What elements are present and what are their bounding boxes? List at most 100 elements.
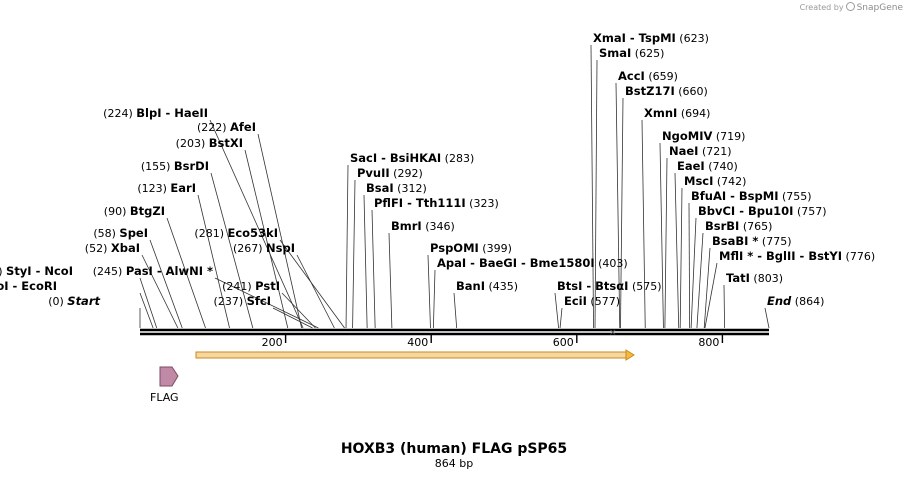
site-lead-line — [139, 292, 154, 329]
restriction-site-label[interactable]: (0) Start — [48, 294, 100, 308]
site-position: (575) — [628, 280, 661, 293]
site-enzyme-name: MscI — [684, 174, 713, 188]
site-lead-line — [281, 292, 316, 329]
flag-label: FLAG — [150, 391, 179, 404]
site-lead-line — [704, 262, 718, 329]
restriction-site-label[interactable]: (90) BtgZI — [104, 204, 165, 218]
site-lead-line — [659, 142, 664, 329]
feature-arrow[interactable] — [195, 349, 635, 361]
site-position: (694) — [677, 107, 710, 120]
restriction-site-label[interactable]: SacI - BsiHKAI (283) — [350, 151, 474, 165]
site-lead-line — [641, 119, 646, 329]
restriction-site-label[interactable]: AccI (659) — [618, 69, 678, 83]
site-enzyme-name: BanI — [456, 279, 485, 293]
site-lead-line — [363, 194, 368, 329]
restriction-site-label[interactable]: (245) PasI - AlwNI * — [93, 264, 213, 278]
restriction-site-label[interactable]: (18) ApoI - EcoRI — [0, 279, 57, 293]
site-lead-line — [664, 157, 668, 329]
restriction-site-label[interactable]: (52) XbaI — [85, 241, 140, 255]
site-enzyme-name: NspI — [266, 241, 295, 255]
restriction-site-label[interactable]: BmrI (346) — [391, 219, 455, 233]
site-enzyme-name: BstZ17I — [625, 84, 675, 98]
restriction-site-label[interactable]: (23) StyI - NcoI — [0, 264, 73, 278]
site-position: (283) — [441, 152, 474, 165]
feature-arrow-head — [625, 349, 635, 361]
site-lead-line — [149, 239, 183, 329]
restriction-site-label[interactable]: (241) PstI — [222, 279, 280, 293]
restriction-site-label[interactable]: BtsI - BtsαI (575) — [557, 279, 662, 293]
site-position: (222) — [197, 121, 230, 134]
restriction-site-label[interactable]: NaeI (721) — [669, 144, 732, 158]
restriction-site-label[interactable]: BsaI (312) — [366, 181, 427, 195]
site-enzyme-name: SmaI — [599, 46, 631, 60]
site-lead-line — [345, 164, 349, 329]
map-title: HOXB3 (human) FLAG pSP65 — [341, 441, 567, 457]
restriction-site-label[interactable]: (222) AfeI — [197, 120, 256, 134]
site-enzyme-name: AccI — [618, 69, 645, 83]
site-lead-line — [679, 187, 683, 329]
site-position: (245) — [93, 265, 126, 278]
restriction-site-label[interactable]: (281) Eco53kI — [194, 226, 278, 240]
flag-arrow-icon — [159, 366, 179, 387]
restriction-site-label[interactable]: XmaI - TspMI (623) — [593, 31, 709, 45]
site-lead-line — [296, 254, 335, 329]
restriction-site-label[interactable]: BstZ17I (660) — [625, 84, 708, 98]
restriction-site-label[interactable]: BsrBI (765) — [705, 219, 772, 233]
restriction-site-label[interactable]: XmnI (694) — [644, 106, 710, 120]
site-enzyme-name: End — [767, 294, 792, 308]
site-position: (292) — [390, 167, 423, 180]
restriction-site-label[interactable]: (203) BstXI — [176, 136, 243, 150]
site-position: (765) — [739, 220, 772, 233]
restriction-site-label[interactable]: BsaBI * (775) — [712, 234, 792, 248]
site-lead-line — [590, 44, 594, 329]
restriction-site-label[interactable]: (237) SfcI — [214, 294, 271, 308]
site-lead-line — [244, 149, 289, 329]
restriction-site-label[interactable]: PvuII (292) — [357, 166, 423, 180]
restriction-site-label[interactable]: BbvCI - Bpu10I (757) — [698, 204, 827, 218]
site-position: (52) — [85, 242, 111, 255]
restriction-site-label[interactable]: (224) BlpI - HaeII — [103, 106, 208, 120]
site-position: (403) — [595, 257, 628, 270]
restriction-site-label[interactable]: PspOMI (399) — [430, 241, 512, 255]
restriction-site-label[interactable]: TatI (803) — [726, 271, 783, 285]
restriction-site-label[interactable]: NgoMIV (719) — [662, 129, 745, 143]
site-position: (346) — [422, 220, 455, 233]
site-enzyme-name: SacI - BsiHKAI — [350, 151, 441, 165]
restriction-site-label[interactable]: SmaI (625) — [599, 46, 664, 60]
restriction-site-label[interactable]: EciI (577) — [564, 294, 620, 308]
restriction-site-label[interactable]: (58) SpeI — [93, 226, 148, 240]
site-lead-line — [279, 239, 345, 329]
restriction-site-label[interactable]: EaeI (740) — [677, 159, 738, 173]
site-enzyme-name: AfeI — [230, 120, 256, 134]
restriction-site-label[interactable]: MscI (742) — [684, 174, 746, 188]
site-enzyme-name: ApaI - BaeGI - Bme1580I — [437, 256, 595, 270]
site-enzyme-name: PasI - AlwNI * — [126, 264, 213, 278]
site-enzyme-name: PspOMI — [430, 241, 479, 255]
site-enzyme-name: BsaBI * — [712, 234, 758, 248]
site-lead-line — [723, 284, 725, 329]
site-enzyme-name: PstI — [255, 279, 280, 293]
restriction-site-label[interactable]: (155) BsrDI — [141, 159, 209, 173]
site-position: (155) — [141, 160, 174, 173]
snapgene-logo-icon — [845, 2, 855, 11]
site-lead-line — [688, 202, 691, 329]
flag-feature[interactable]: FLAG — [150, 366, 179, 404]
restriction-site-label[interactable]: BanI (435) — [456, 279, 518, 293]
site-lead-line — [432, 269, 436, 329]
site-position: (224) — [103, 107, 136, 120]
restriction-site-label[interactable]: MflI * - BglII - BstYI (776) — [719, 249, 875, 263]
site-enzyme-name: PvuII — [357, 166, 390, 180]
site-enzyme-name: EciI — [564, 294, 587, 308]
site-enzyme-name: BtsI - BtsαI — [557, 279, 628, 293]
restriction-site-label[interactable]: (123) EarI — [137, 181, 196, 195]
restriction-site-label[interactable]: ApaI - BaeGI - Bme1580I (403) — [437, 256, 628, 270]
site-lead-line — [210, 172, 254, 329]
site-enzyme-name: BsrBI — [705, 219, 739, 233]
restriction-site-label[interactable]: End (864) — [767, 294, 824, 308]
site-lead-line — [214, 277, 319, 329]
restriction-site-label[interactable]: BfuAI - BspMI (755) — [691, 189, 812, 203]
restriction-site-label[interactable]: (267) NspI — [233, 241, 295, 255]
restriction-site-label[interactable]: PflFI - Tth111I (323) — [374, 196, 499, 210]
site-lead-line — [141, 254, 179, 329]
